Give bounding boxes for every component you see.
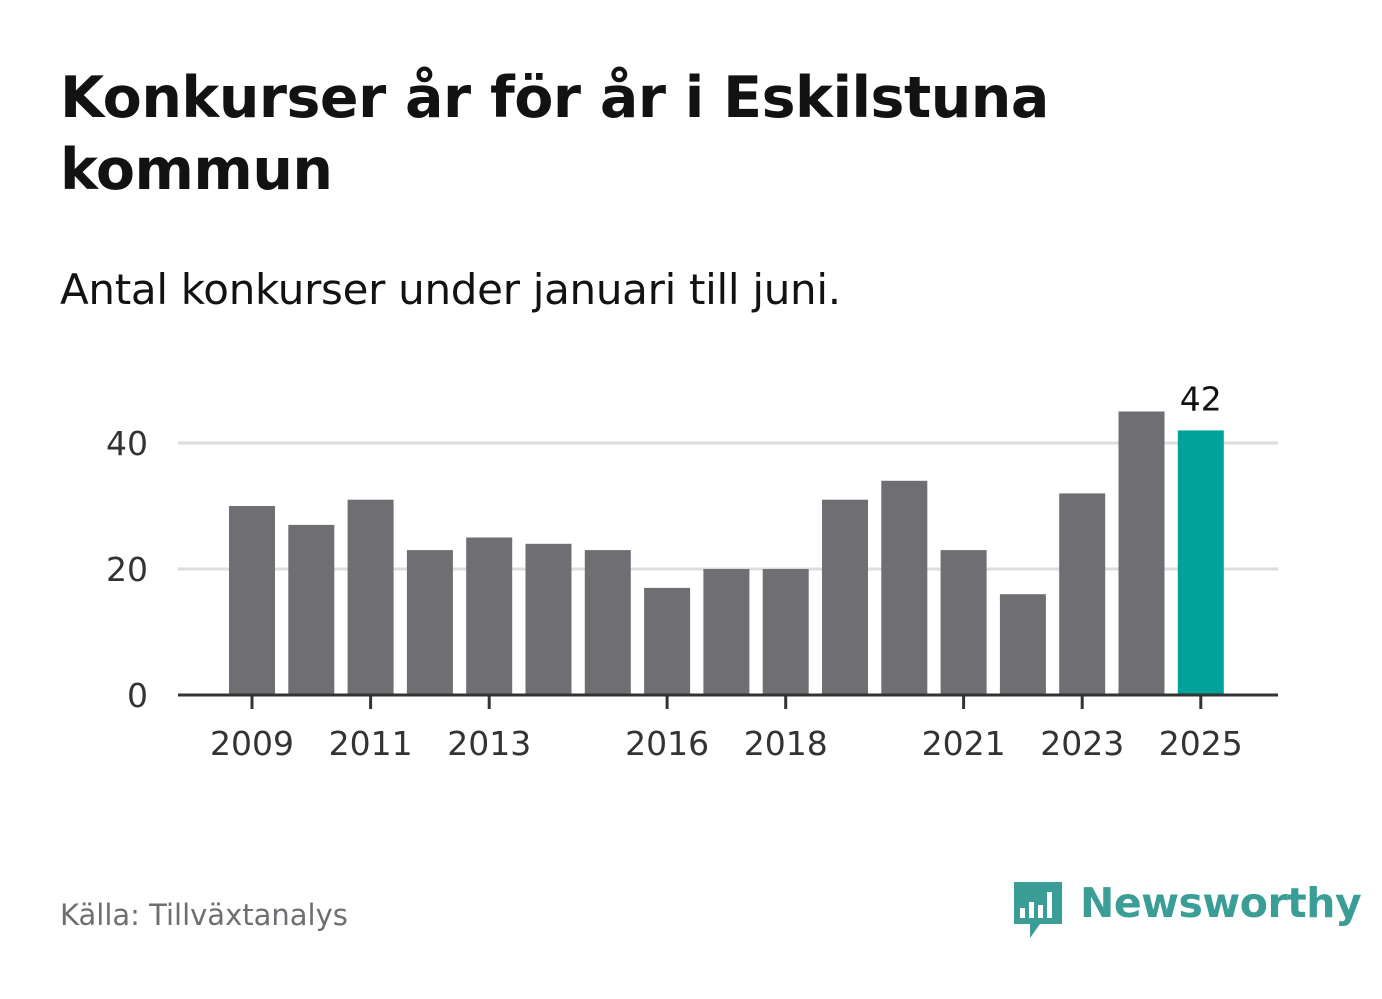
bar-2021 bbox=[940, 550, 987, 695]
x-tick-label-2016: 2016 bbox=[625, 724, 709, 763]
bar-2017 bbox=[703, 569, 750, 695]
bar-2014 bbox=[525, 543, 572, 695]
bar-2024 bbox=[1118, 411, 1165, 695]
brand-name: Newsworthy bbox=[1080, 879, 1362, 927]
bar-2013 bbox=[466, 537, 513, 695]
chart-subtitle: Antal konkurser under januari till juni. bbox=[60, 265, 841, 314]
bar-2009 bbox=[229, 506, 275, 695]
chart-title: Konkurser år för år i Eskilstuna kommun bbox=[60, 65, 1049, 203]
x-tick-label-2021: 2021 bbox=[922, 724, 1006, 763]
bar-2012 bbox=[406, 550, 453, 695]
bar-2015 bbox=[584, 550, 631, 695]
data-label-2025: 42 bbox=[1180, 379, 1222, 418]
bar-2025 bbox=[1177, 430, 1224, 695]
source-note: Källa: Tillväxtanalys bbox=[60, 898, 348, 932]
x-tick-label-2013: 2013 bbox=[447, 724, 531, 763]
y-tick-label-0: 0 bbox=[127, 676, 148, 715]
bar-chart-speech-bubble-icon bbox=[1014, 882, 1062, 938]
bar-2010 bbox=[288, 524, 335, 695]
x-tick-label-2023: 2023 bbox=[1040, 724, 1124, 763]
bar-2020 bbox=[881, 480, 928, 695]
x-tick-label-2025: 2025 bbox=[1159, 724, 1243, 763]
x-tick-label-2009: 2009 bbox=[210, 724, 294, 763]
bar-2018 bbox=[762, 569, 809, 695]
x-tick-label-2011: 2011 bbox=[329, 724, 413, 763]
bar-chart: 0 20 40 2009 2011 2013 2016 2018 2021 2023 2025 42 bbox=[106, 379, 1278, 763]
bar-2011 bbox=[347, 499, 394, 695]
bar-2022 bbox=[999, 594, 1046, 695]
x-tick-label-2018: 2018 bbox=[744, 724, 828, 763]
bar-2016 bbox=[644, 587, 691, 695]
y-tick-label-20: 20 bbox=[106, 550, 148, 589]
bar-2019 bbox=[822, 499, 868, 695]
bar-2023 bbox=[1059, 493, 1106, 695]
y-tick-label-40: 40 bbox=[106, 424, 148, 463]
